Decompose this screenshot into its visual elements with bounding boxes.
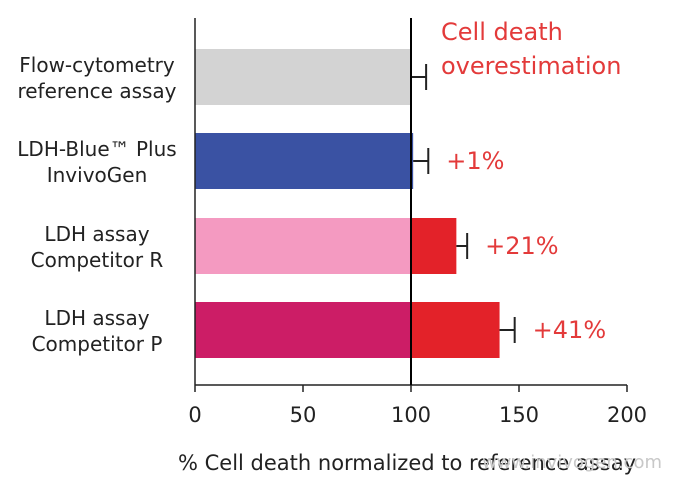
- overestimation-note-line-1: Cell death: [441, 18, 563, 46]
- x-tick-label-4: 200: [607, 403, 647, 427]
- category-label-3-line-0: LDH assay: [44, 306, 149, 330]
- bar-base-3: [195, 302, 411, 358]
- x-tick-label-0: 0: [188, 403, 201, 427]
- annotation-1: +1%: [446, 147, 504, 175]
- category-label-1-line-1: InvivoGen: [47, 163, 148, 187]
- bars-layer: [195, 49, 500, 358]
- bar-base-1: [195, 133, 414, 189]
- category-label-1-line-0: LDH-Blue™ Plus: [17, 137, 176, 161]
- annotation-2: +21%: [485, 232, 558, 260]
- x-tick-label-1: 50: [290, 403, 317, 427]
- bar-overestimation-2: [411, 218, 457, 274]
- x-axis-label: % Cell death normalized to reference ass…: [178, 451, 636, 475]
- bar-base-2: [195, 218, 411, 274]
- overestimation-note-line-2: overestimation: [441, 52, 621, 80]
- category-label-2-line-0: LDH assay: [44, 222, 149, 246]
- category-label-0-line-0: Flow-cytometry: [19, 53, 175, 77]
- x-tick-label-2: 100: [391, 403, 431, 427]
- category-label-3-line-1: Competitor P: [32, 332, 163, 356]
- bar-overestimation-3: [411, 302, 500, 358]
- category-label-0-line-1: reference assay: [17, 79, 176, 103]
- category-label-2-line-1: Competitor R: [31, 248, 164, 272]
- annotation-3: +41%: [533, 316, 606, 344]
- annotations-layer: +1% +21% +41%: [446, 147, 606, 344]
- bar-base-0: [195, 49, 411, 105]
- watermark: www.invivogen.com: [482, 452, 662, 473]
- x-tick-label-3: 150: [499, 403, 539, 427]
- x-axis: 0 50 100 150 200: [188, 18, 647, 427]
- error-bars-layer: [411, 64, 516, 343]
